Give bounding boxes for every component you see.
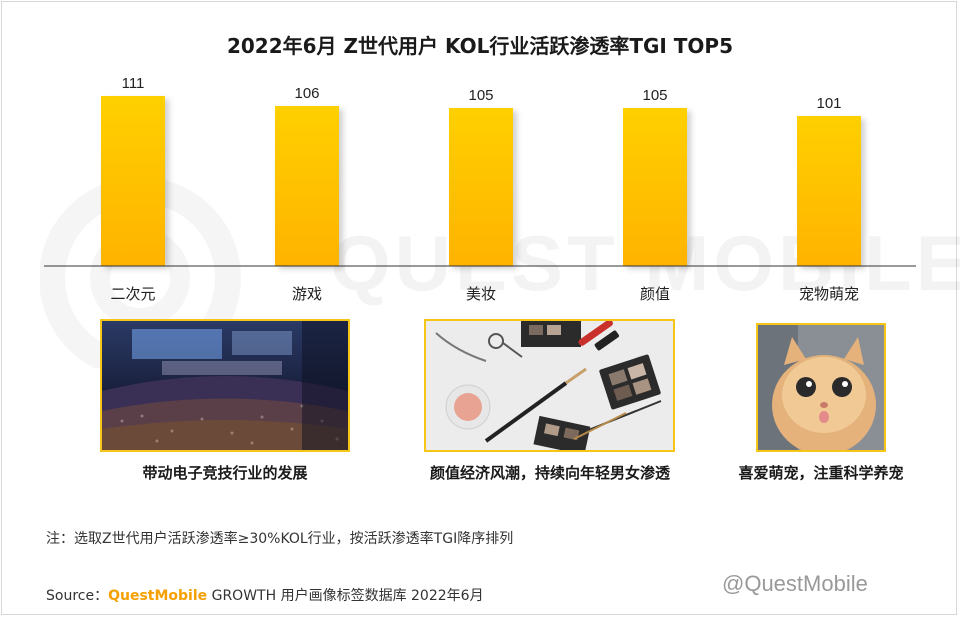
bar-4 bbox=[797, 116, 861, 266]
bar-1 bbox=[275, 106, 339, 266]
caption-esports: 带动电子竞技行业的发展 bbox=[142, 464, 308, 482]
bar-0 bbox=[101, 96, 165, 266]
esports-arena-photo bbox=[100, 319, 350, 452]
data-label-1: 106 bbox=[294, 85, 319, 102]
source-label: Source： bbox=[46, 588, 109, 604]
makeup-products-photo bbox=[424, 319, 675, 452]
bar-chart: 111 二次元 106 游戏 105 美妆 105 颜值 101 宠物萌宠 bbox=[44, 75, 916, 303]
source-line: Source：QuestMobile GROWTH 用户画像标签数据库 2022… bbox=[46, 585, 484, 605]
data-label-2: 105 bbox=[468, 87, 493, 104]
category-label-4: 宠物萌宠 bbox=[799, 285, 859, 303]
source-brand: QuestMobile bbox=[108, 588, 208, 604]
category-label-3: 颜值 bbox=[640, 285, 670, 303]
source-text: GROWTH 用户画像标签数据库 2022年6月 bbox=[211, 588, 484, 604]
category-label-2: 美妆 bbox=[466, 285, 496, 303]
category-label-1: 游戏 bbox=[292, 285, 322, 303]
bar-3 bbox=[623, 108, 687, 266]
data-label-3: 105 bbox=[642, 87, 667, 104]
kitten-photo bbox=[756, 323, 886, 452]
category-label-0: 二次元 bbox=[110, 285, 155, 303]
caption-pets: 喜爱萌宠，注重科学养宠 bbox=[738, 464, 904, 482]
footnote: 注：选取Z世代用户活跃渗透率≥30%KOL行业，按活跃渗透率TGI降序排列 bbox=[46, 531, 514, 547]
corner-watermark: @QuestMobile bbox=[722, 571, 868, 596]
data-label-4: 101 bbox=[816, 95, 841, 112]
bar-2 bbox=[449, 108, 513, 266]
data-label-0: 111 bbox=[122, 75, 145, 92]
caption-makeup: 颜值经济风潮，持续向年轻男女渗透 bbox=[429, 464, 670, 482]
chart-title: 2022年6月 Z世代用户 KOL行业活跃渗透率TGI TOP5 bbox=[226, 34, 734, 58]
